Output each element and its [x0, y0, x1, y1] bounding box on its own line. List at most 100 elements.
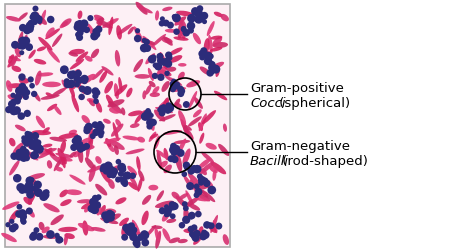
- Circle shape: [203, 180, 210, 187]
- Circle shape: [116, 159, 121, 165]
- Ellipse shape: [201, 169, 207, 176]
- Ellipse shape: [17, 32, 23, 49]
- Circle shape: [46, 230, 55, 239]
- Circle shape: [15, 87, 24, 96]
- Ellipse shape: [84, 205, 90, 213]
- Ellipse shape: [137, 6, 153, 14]
- Ellipse shape: [85, 158, 95, 171]
- Circle shape: [21, 211, 27, 217]
- Circle shape: [24, 28, 29, 34]
- Ellipse shape: [201, 152, 214, 163]
- Circle shape: [36, 145, 41, 150]
- Ellipse shape: [193, 110, 202, 118]
- Ellipse shape: [40, 11, 46, 26]
- Circle shape: [26, 22, 34, 30]
- Circle shape: [35, 16, 41, 22]
- Circle shape: [26, 191, 34, 199]
- Circle shape: [133, 239, 141, 247]
- Circle shape: [128, 228, 137, 236]
- Ellipse shape: [32, 131, 51, 136]
- Circle shape: [83, 27, 90, 34]
- Circle shape: [93, 31, 100, 39]
- Ellipse shape: [54, 158, 62, 172]
- Ellipse shape: [45, 29, 60, 40]
- Circle shape: [23, 94, 29, 101]
- Circle shape: [25, 132, 34, 141]
- Ellipse shape: [163, 131, 182, 135]
- Ellipse shape: [183, 125, 192, 131]
- Circle shape: [18, 42, 27, 50]
- Ellipse shape: [38, 151, 52, 159]
- Circle shape: [156, 54, 164, 61]
- Ellipse shape: [105, 139, 111, 147]
- Circle shape: [64, 79, 70, 85]
- Circle shape: [83, 128, 91, 135]
- Bar: [5, 5, 230, 247]
- Circle shape: [210, 70, 215, 75]
- Ellipse shape: [157, 100, 168, 110]
- Ellipse shape: [70, 50, 85, 55]
- Ellipse shape: [87, 165, 105, 173]
- Ellipse shape: [28, 188, 36, 205]
- Ellipse shape: [82, 116, 90, 124]
- Circle shape: [165, 104, 174, 113]
- Ellipse shape: [55, 167, 63, 172]
- Ellipse shape: [182, 149, 191, 165]
- Circle shape: [211, 66, 219, 73]
- Circle shape: [109, 216, 115, 221]
- Ellipse shape: [69, 175, 86, 185]
- Circle shape: [20, 146, 27, 152]
- Circle shape: [39, 192, 45, 198]
- Circle shape: [94, 90, 100, 97]
- Ellipse shape: [176, 12, 193, 17]
- Ellipse shape: [73, 151, 81, 158]
- Circle shape: [189, 231, 195, 237]
- Ellipse shape: [152, 87, 159, 94]
- Circle shape: [12, 107, 21, 115]
- Ellipse shape: [198, 189, 208, 198]
- Circle shape: [157, 108, 163, 113]
- Ellipse shape: [169, 237, 180, 243]
- Circle shape: [24, 26, 32, 34]
- Circle shape: [131, 227, 137, 233]
- Ellipse shape: [34, 60, 46, 65]
- Ellipse shape: [106, 214, 121, 222]
- Ellipse shape: [201, 190, 215, 202]
- Circle shape: [135, 237, 141, 243]
- Circle shape: [27, 138, 34, 145]
- Circle shape: [208, 64, 217, 73]
- Circle shape: [47, 17, 55, 24]
- Ellipse shape: [36, 116, 45, 129]
- Circle shape: [42, 190, 49, 197]
- Ellipse shape: [100, 205, 106, 215]
- Circle shape: [25, 131, 30, 137]
- Ellipse shape: [111, 124, 123, 137]
- Circle shape: [166, 55, 173, 62]
- Circle shape: [106, 212, 113, 220]
- Ellipse shape: [210, 162, 226, 175]
- Circle shape: [94, 197, 99, 202]
- Circle shape: [22, 26, 28, 32]
- Ellipse shape: [155, 108, 173, 114]
- Ellipse shape: [91, 49, 99, 59]
- Circle shape: [100, 164, 109, 172]
- Circle shape: [119, 166, 126, 173]
- Ellipse shape: [107, 143, 114, 152]
- Circle shape: [107, 214, 113, 220]
- Circle shape: [201, 231, 210, 239]
- Ellipse shape: [156, 66, 168, 77]
- Circle shape: [79, 86, 86, 93]
- Circle shape: [9, 219, 14, 224]
- Circle shape: [160, 17, 165, 22]
- Circle shape: [24, 110, 31, 117]
- Circle shape: [186, 182, 194, 190]
- Circle shape: [177, 86, 184, 93]
- Circle shape: [83, 126, 89, 131]
- Circle shape: [31, 186, 36, 191]
- Circle shape: [173, 29, 180, 36]
- Circle shape: [145, 109, 151, 114]
- Circle shape: [205, 224, 210, 229]
- Ellipse shape: [183, 175, 193, 190]
- Circle shape: [85, 126, 91, 131]
- Circle shape: [95, 26, 102, 34]
